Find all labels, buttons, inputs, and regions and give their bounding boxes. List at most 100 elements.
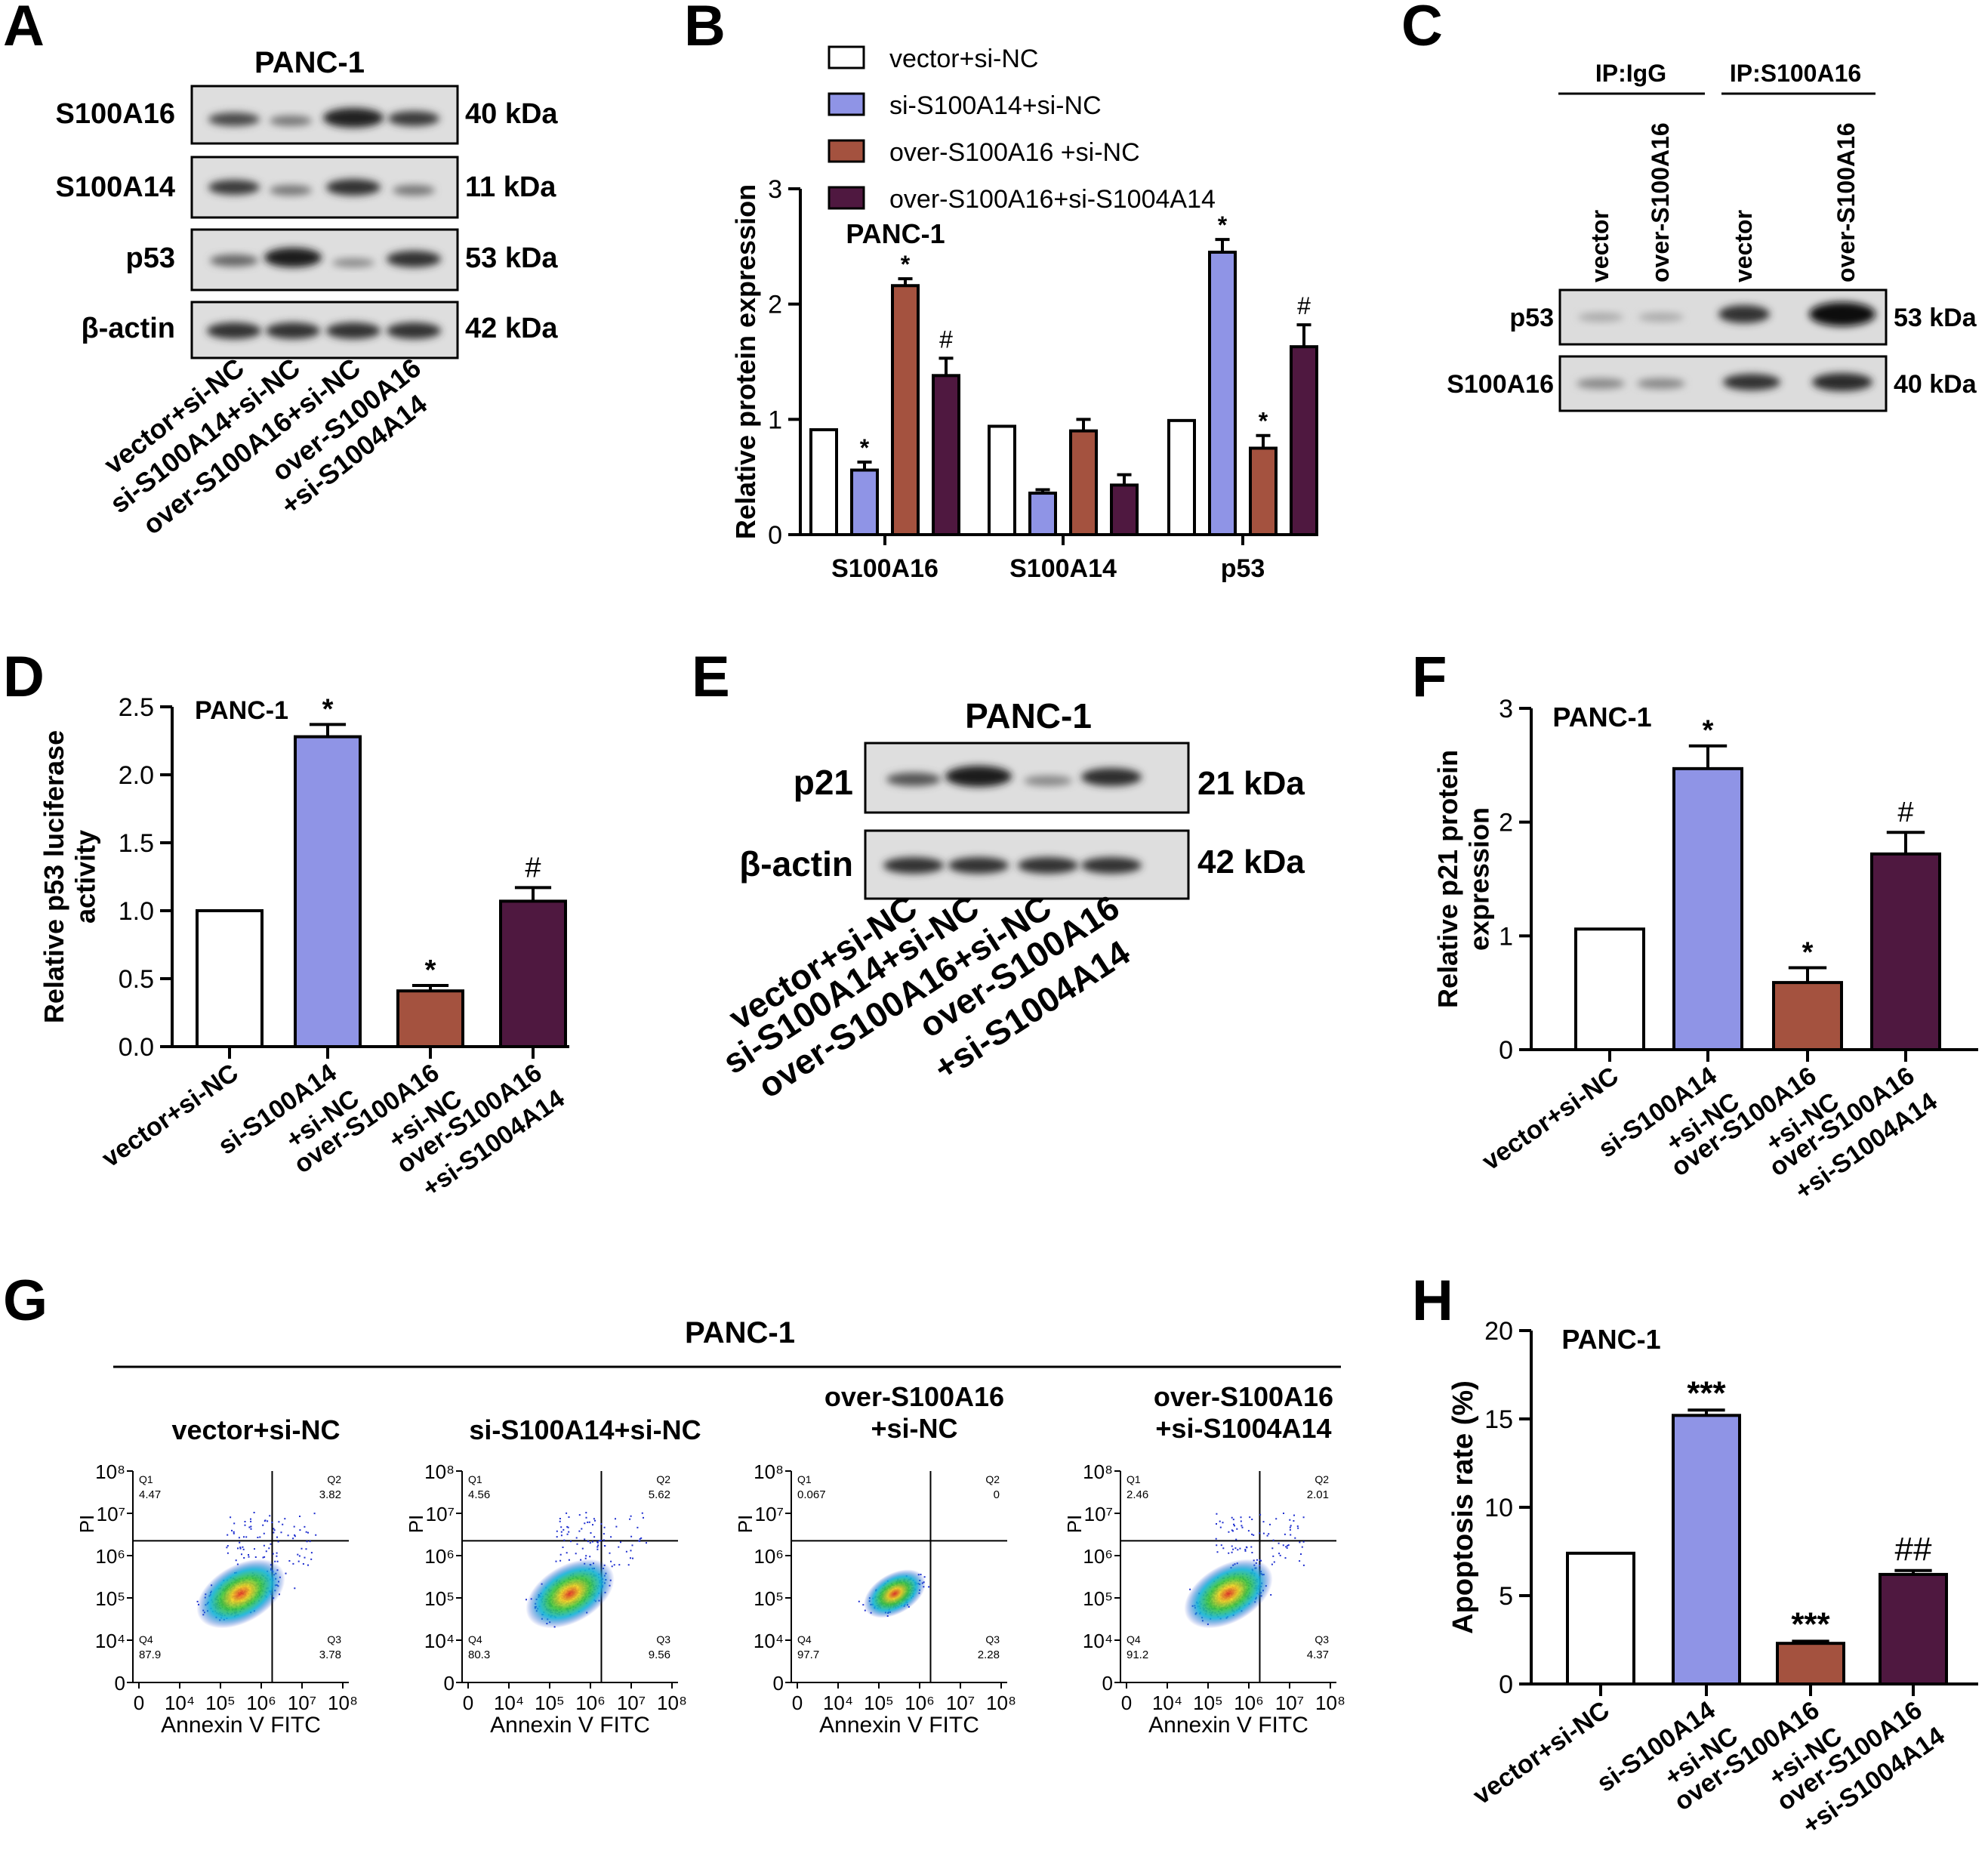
flow-y-tick-label: 10⁸ [95,1460,125,1483]
quadrant-value: 2.01 [1307,1488,1329,1501]
blot-kda: 21 kDa [1197,765,1305,802]
y-tick-label: 2 [1499,809,1513,837]
density-cloud [196,1559,285,1629]
y-axis-title-line: Relative p53 luciferase [39,730,69,1023]
bar [1672,766,1743,1051]
y-tick-label: 1 [1499,922,1513,951]
flow-plot-title: over-S100A16 [1154,1381,1333,1412]
y-axis-title: Relative p21 proteinexpression [1432,750,1494,1008]
legend-label: vector+si-NC [889,45,1038,73]
flow-y-tick-label: 10⁴ [424,1630,455,1652]
flow-x-tick-label: 0 [134,1692,144,1714]
flow-plot: over-S100A16+si-S1004A14 10⁸ 10⁷ 10⁶ 10⁵ 10⁴ 0… [1063,1381,1345,1738]
blot-kda: 53 kDa [1894,304,1977,332]
flow-plot: vector+si-NC 10⁸ 10⁷ 10⁶ 10⁵ 10⁴ 00 10⁴ 10⁵ 10⁶ 10… [76,1414,358,1738]
bar [294,735,362,1048]
quadrant-label: Q2 [1315,1473,1329,1485]
bar [1069,429,1098,536]
y-tick-label: 0 [768,521,782,550]
significance-mark: * [1259,408,1268,435]
flow-y-tick-label: 10⁸ [424,1460,455,1483]
flow-x-tick-label: 10⁷ [288,1692,316,1714]
flow-x-tick-label: 10⁸ [1315,1692,1345,1714]
flow-y-tick-label: 10⁷ [97,1503,125,1525]
blot-row-beta-actin: β-actin 42 kDa [81,301,558,359]
quadrant-label: Q1 [797,1473,812,1485]
y-tick-label: 10 [1484,1494,1513,1522]
quadrant-label: Q4 [797,1633,812,1645]
flow-y-tick-label: 10⁷ [755,1503,784,1525]
flow-y-tick-label: 10⁷ [426,1503,455,1525]
flow-x-tick-label: 10⁶ [246,1692,276,1714]
bar [1566,1551,1635,1686]
flow-y-tick-label: 10⁴ [1083,1630,1113,1652]
flow-x-tick-label: 10⁷ [617,1692,646,1714]
flow-y-axis-title: PI [734,1515,757,1534]
y-tick-label: 2.0 [119,761,154,790]
density-cloud [863,1569,926,1618]
quadrant-label: Q1 [1127,1473,1141,1485]
flow-plot-title: si-S100A14+si-NC [469,1414,701,1445]
chart-title: PANC-1 [1552,702,1651,732]
bar [1110,483,1139,536]
density-cloud [1184,1559,1273,1629]
bar [1879,1572,1948,1685]
quadrant-value: 3.82 [319,1488,341,1501]
y-tick-label: 1 [768,406,782,434]
flow-x-axis-title: Annexin V FITC [819,1713,979,1738]
y-tick-label: 5 [1499,1582,1513,1611]
flow-y-axis-title: PI [405,1515,427,1534]
y-tick-label: 3 [768,175,782,204]
y-tick-label: 1.0 [119,897,154,926]
quadrant-value: 4.37 [1307,1648,1329,1661]
flow-y-tick-label: 10⁵ [95,1587,125,1610]
flow-y-tick-label: 10⁵ [754,1587,784,1610]
quadrant-value: 2.46 [1127,1488,1148,1501]
significance-mark: ## [1895,1531,1932,1568]
y-axis-title-line: activity [70,830,101,924]
panel-letter-e: E [692,645,730,709]
quadrant-label: Q1 [139,1473,153,1485]
quadrant-value: 87.9 [139,1648,161,1661]
flow-y-tick-label: 0 [1102,1672,1113,1695]
flow-x-tick-label: 10⁵ [1193,1692,1223,1714]
panel-e-cell-line: PANC-1 [965,696,1092,736]
panel-letter-c: C [1401,0,1443,58]
quadrant-value: 5.62 [649,1488,670,1501]
flow-y-axis-title: PI [76,1515,98,1534]
flow-plot-title: +si-NC [871,1413,957,1444]
bar [1870,852,1941,1052]
bar [891,284,920,536]
panel-b-legend: vector+si-NC si-S100A14+si-NC over-S100A… [828,45,1216,214]
ip-group-label: IP:IgG [1595,60,1666,87]
y-axis-title-line: expression [1464,807,1495,951]
flow-plot-title: +si-S1004A14 [1155,1413,1331,1444]
flow-y-tick-label: 10⁶ [95,1545,125,1568]
bar [988,424,1016,537]
bar [1772,981,1843,1052]
panel-h-bar-chart: 0 5 10 15 20 Apoptosis rate (%) PANC-1 vector+s… [1447,1317,1978,1840]
chart-title: PANC-1 [195,696,288,725]
flow-x-tick-label: 10⁵ [535,1692,565,1714]
significance-mark: * [901,251,911,278]
flow-x-tick-label: 10⁶ [1234,1692,1264,1714]
panel-letter-h: H [1412,1269,1453,1333]
bar [1672,1414,1741,1685]
ip-lane-label: vector [1730,210,1757,282]
bar [499,899,567,1049]
y-tick-label: 0.0 [119,1033,154,1062]
panel-letter-b: B [684,0,726,58]
flow-y-tick-label: 10⁴ [754,1630,784,1652]
quadrant-value: 0.067 [797,1488,826,1501]
blot-label: S100A16 [1447,370,1554,399]
legend-swatch [828,139,865,163]
significance-mark: * [1802,937,1814,969]
blot-kda: 11 kDa [465,171,556,203]
x-tick-label: S100A16 [831,554,939,583]
x-tick-label: vector+si-NC [1477,1061,1623,1176]
flow-x-tick-label: 0 [792,1692,803,1714]
panel-c-ip-blot: IP:IgG IP:S100A16 vector over-S100A16 ve… [1447,60,1977,412]
panel-g-cell-line: PANC-1 [685,1316,795,1349]
